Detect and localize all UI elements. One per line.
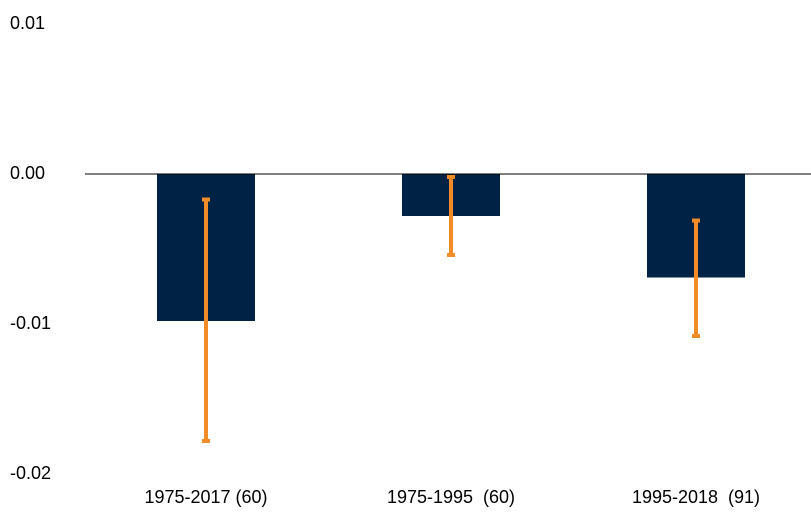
y-tick-label: -0.02 bbox=[10, 463, 51, 483]
error-bar bbox=[447, 175, 455, 257]
x-category-label: 1975-1995 (60) bbox=[387, 487, 515, 507]
y-tick-label: 0.01 bbox=[10, 13, 45, 33]
error-bars bbox=[202, 175, 700, 443]
x-category-label: 1995-2018 (91) bbox=[632, 487, 760, 507]
error-bar bbox=[692, 218, 700, 338]
y-tick-label: 0.00 bbox=[10, 163, 45, 183]
error-bar bbox=[202, 197, 210, 443]
category-labels: 1975-2017 (60) 1975-1995 (60) 1995-2018 (9… bbox=[144, 487, 760, 507]
y-tick-label: -0.01 bbox=[10, 313, 51, 333]
y-axis-ticks: 0.01 0.00 -0.01 -0.02 bbox=[10, 13, 51, 483]
x-category-label: 1975-2017 (60) bbox=[144, 487, 267, 507]
